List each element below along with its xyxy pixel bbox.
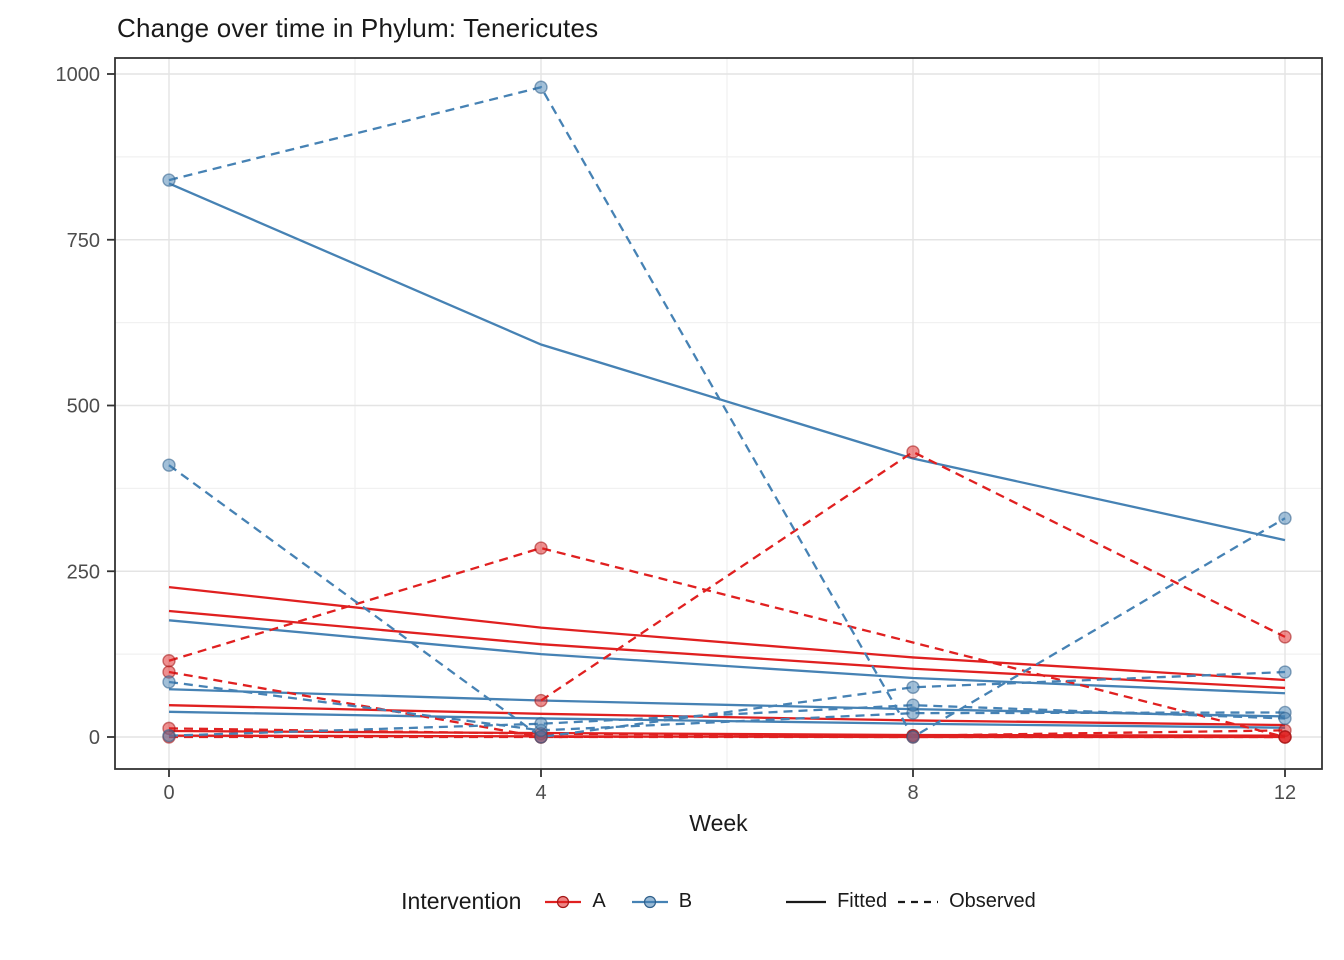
x-tick-label: 8 [907,782,918,804]
legend-label-fitted: Fitted [837,890,888,912]
legend: Intervention A B Fitted [115,888,1322,915]
observed-line-A3 [540,450,1286,702]
y-tick-label: 0 [89,727,100,749]
data-point-B1 [534,80,548,94]
data-point-B4 [534,717,548,731]
fitted-line-A3 [168,609,1286,690]
data-point-B2 [162,458,176,472]
fitted-line-A2 [168,704,1286,727]
data-point-A3 [534,693,548,708]
observed-line-B2 [168,464,1286,739]
observed-line-B4 [168,704,1286,737]
fitted-line-A1 [168,586,1286,682]
data-point-A3 [1278,630,1292,644]
panel-background [115,58,1322,769]
legend-item-b: B [630,890,692,913]
solid-line-icon [786,900,827,903]
legend-key-b-icon [631,895,668,908]
fitted-line-B2 [168,619,1286,695]
legend-title: Intervention [401,888,522,914]
x-axis-title: Week [689,810,748,836]
data-point-B3 [162,675,176,689]
data-point-B4 [906,698,920,712]
legend-item-fitted: Fitted [784,890,887,913]
legend-label-observed: Observed [949,890,1036,912]
x-tick-label: 12 [1274,782,1296,804]
data-point-B1 [162,173,176,187]
data-point-A1 [162,654,176,668]
observed-line-A1 [168,546,1286,739]
data-point-B1 [906,730,920,744]
legend-label-b: B [678,890,693,912]
x-tick-label: 4 [535,782,546,804]
y-tick-label: 500 [67,396,100,418]
data-point-B4 [1278,711,1292,726]
panel-border [114,57,1323,770]
data-point-B1 [1278,511,1292,525]
legend-linetype-group: Fitted Observed [784,890,1036,913]
x-tick-label: 0 [163,782,174,804]
fitted-line-B1 [168,182,1286,542]
data-point-A3 [906,445,920,459]
legend-item-a: A [543,890,606,913]
data-point-A1 [534,541,548,555]
dashed-line-icon [898,900,939,903]
legend-item-observed: Observed [896,890,1036,913]
legend-key-a-icon [545,895,582,908]
chart-title: Change over time in Phylum: Tenericutes [117,13,599,43]
y-tick-label: 250 [67,561,100,583]
y-tick-label: 1000 [56,64,101,86]
data-point-B2 [1278,665,1292,679]
y-tick-label: 750 [67,230,100,252]
data-point-B2 [906,680,920,694]
observed-line-B1 [168,85,1286,739]
data-point-A5 [1278,730,1292,744]
legend-label-a: A [592,890,606,912]
data-point-B4 [162,728,176,743]
